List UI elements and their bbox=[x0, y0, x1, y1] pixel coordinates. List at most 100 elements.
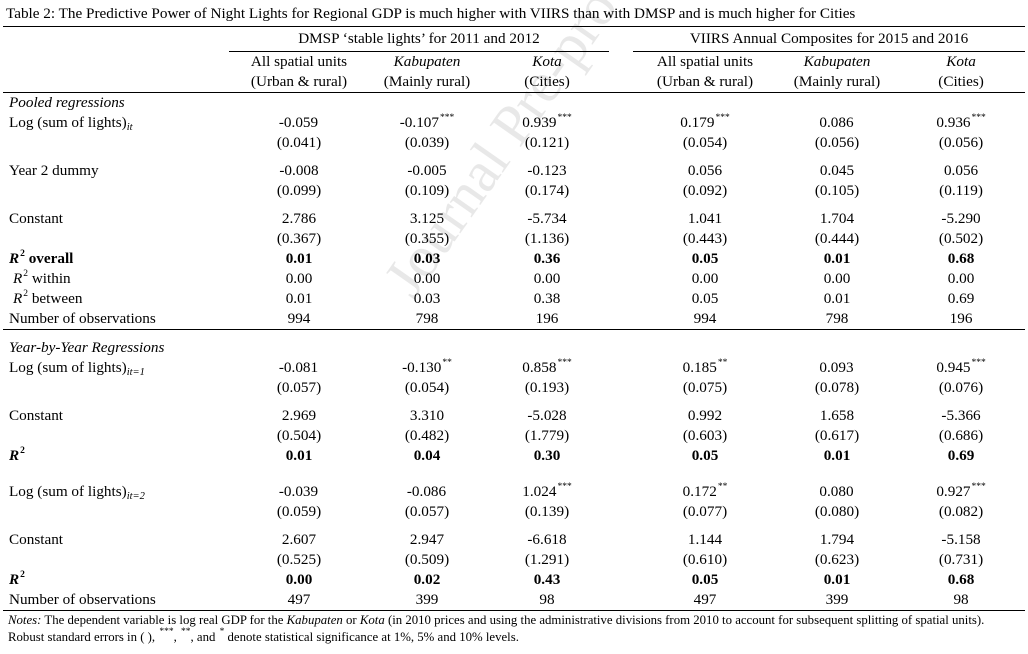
table-row: R2 overall 0.01 0.03 0.36 0.05 0.01 0.68 bbox=[3, 249, 1025, 269]
cell-value: 994 bbox=[287, 310, 311, 327]
cell-value: 0.01 bbox=[285, 290, 313, 307]
table-row: Constant 2.786 3.125 -5.734 1.041 1.704 -5.290 bbox=[3, 209, 1025, 229]
cell-value: 2.969 bbox=[281, 407, 317, 424]
gap-cell bbox=[609, 482, 633, 502]
table-cell: 0.939*** bbox=[485, 113, 609, 133]
table-cell: 2.947 bbox=[369, 530, 485, 550]
cell-value: -0.059 bbox=[278, 114, 319, 131]
cell-value: 1.041 bbox=[687, 210, 723, 227]
cell-value: 0.36 bbox=[533, 250, 561, 267]
table-row: (0.525) (0.509) (1.291) (0.610) (0.623) (0.73… bbox=[3, 550, 1025, 570]
row-label: R2 within bbox=[3, 269, 229, 289]
table-cell: 497 bbox=[633, 590, 777, 611]
gap-cell bbox=[609, 113, 633, 133]
spacer-row bbox=[3, 474, 1025, 482]
regression-table: Table 2: The Predictive Power of Night L… bbox=[3, 2, 1026, 611]
subscript: it bbox=[126, 122, 133, 133]
row-label-part: Number of observations bbox=[9, 591, 156, 608]
table-cell: (0.686) bbox=[897, 426, 1025, 446]
table-row: Number of observations 994 798 196 994 798 196 bbox=[3, 309, 1026, 330]
gap-cell bbox=[609, 161, 633, 181]
section-row: Pooled regressions bbox=[3, 93, 1025, 114]
cell-value: 0.01 bbox=[823, 250, 851, 267]
table-cell: (0.121) bbox=[485, 133, 609, 153]
table-cell: 994 bbox=[633, 309, 777, 330]
cell-value: (0.041) bbox=[276, 134, 322, 151]
table-cell: -6.618 bbox=[485, 530, 609, 550]
cell-value: 0.056 bbox=[687, 162, 723, 179]
gap-cell bbox=[609, 181, 633, 201]
table-cell: 0.01 bbox=[777, 446, 897, 466]
gap-cell bbox=[609, 426, 633, 446]
cell-value: 0.939 bbox=[522, 114, 557, 131]
table-cell: 196 bbox=[897, 309, 1026, 330]
notes-text: or bbox=[342, 613, 360, 627]
table-cell: (0.039) bbox=[369, 133, 485, 153]
table-cell: 0.185** bbox=[633, 358, 777, 378]
row-label: R2 overall bbox=[3, 249, 229, 269]
cell-value: -0.123 bbox=[527, 162, 567, 179]
cell-value: (0.057) bbox=[276, 379, 322, 396]
superscript-two: 2 bbox=[23, 269, 29, 279]
cell-value: (0.482) bbox=[404, 427, 450, 444]
row-label-part: Log (sum of lights) bbox=[9, 359, 127, 376]
col-header: Kabupaten bbox=[393, 53, 461, 70]
group-header-dmsp: DMSP ‘stable lights’ for 2011 and 2012 bbox=[229, 26, 609, 52]
table-cell: 0.38 bbox=[485, 289, 609, 309]
table-cell: 0.00 bbox=[633, 269, 777, 289]
cell-value: 0.945 bbox=[936, 359, 971, 376]
table-cell: 0.03 bbox=[369, 249, 485, 269]
gap-cell bbox=[609, 530, 633, 550]
table-cell: 0.00 bbox=[485, 269, 609, 289]
notes-prefix: Notes: bbox=[8, 613, 42, 627]
table-cell: 98 bbox=[485, 590, 609, 611]
table-cell: (0.617) bbox=[777, 426, 897, 446]
table-cell: 2.969 bbox=[229, 406, 369, 426]
cell-value: (0.056) bbox=[938, 134, 984, 151]
row-label: Constant bbox=[3, 406, 229, 426]
row-label: Number of observations bbox=[3, 590, 229, 611]
table-cell: (0.119) bbox=[897, 181, 1025, 201]
cell-value: 0.05 bbox=[691, 447, 719, 464]
cell-value: (0.082) bbox=[938, 503, 984, 520]
table-cell: 497 bbox=[229, 590, 369, 611]
table-cell: 0.945*** bbox=[897, 358, 1025, 378]
cell-value: 0.68 bbox=[947, 250, 975, 267]
table-cell: (0.610) bbox=[633, 550, 777, 570]
table-cell: -0.130** bbox=[369, 358, 485, 378]
superscript-two: 2 bbox=[20, 249, 25, 259]
table-row: (0.041) (0.039) (0.121) (0.054) (0.056) (0.05… bbox=[3, 133, 1025, 153]
col-subheader: (Urban & rural) bbox=[229, 72, 369, 93]
table-cell: (0.482) bbox=[369, 426, 485, 446]
table-cell: -5.158 bbox=[897, 530, 1025, 550]
table-row: Log (sum of lights)it=2 -0.039 -0.086 1.024… bbox=[3, 482, 1025, 502]
table-cell: 0.056 bbox=[897, 161, 1025, 181]
cell-value: 1.658 bbox=[819, 407, 855, 424]
table-cell: (0.355) bbox=[369, 229, 485, 249]
section-row: Year-by-Year Regressions bbox=[3, 338, 1025, 358]
row-label-part: R bbox=[9, 447, 20, 464]
table-row: R2 0.00 0.02 0.43 0.05 0.01 0.68 bbox=[3, 570, 1025, 590]
row-label: Log (sum of lights)it=2 bbox=[3, 482, 229, 502]
cell-value: 1.144 bbox=[687, 531, 723, 548]
empty-label bbox=[3, 378, 229, 398]
significance-stars: *** bbox=[557, 113, 572, 123]
empty-label bbox=[3, 550, 229, 570]
table-cell: (0.075) bbox=[633, 378, 777, 398]
table-cell: 2.786 bbox=[229, 209, 369, 229]
row-label-part: between bbox=[28, 290, 83, 307]
cell-value: 0.43 bbox=[533, 571, 561, 588]
cell-value: (0.076) bbox=[938, 379, 984, 396]
row-label-part: Log (sum of lights) bbox=[9, 483, 127, 500]
cell-value: 0.086 bbox=[819, 114, 854, 131]
cell-value: (0.054) bbox=[682, 134, 728, 151]
table-row: Log (sum of lights)it=1 -0.081 -0.130** 0.8… bbox=[3, 358, 1025, 378]
table-cell: 3.125 bbox=[369, 209, 485, 229]
table-cell: (0.054) bbox=[633, 133, 777, 153]
cell-value: (0.617) bbox=[814, 427, 860, 444]
cell-value: 0.080 bbox=[819, 483, 854, 500]
gap-cell bbox=[609, 406, 633, 426]
row-label-part: Constant bbox=[9, 210, 64, 227]
cell-value: (0.078) bbox=[814, 379, 860, 396]
table-cell: (0.731) bbox=[897, 550, 1025, 570]
